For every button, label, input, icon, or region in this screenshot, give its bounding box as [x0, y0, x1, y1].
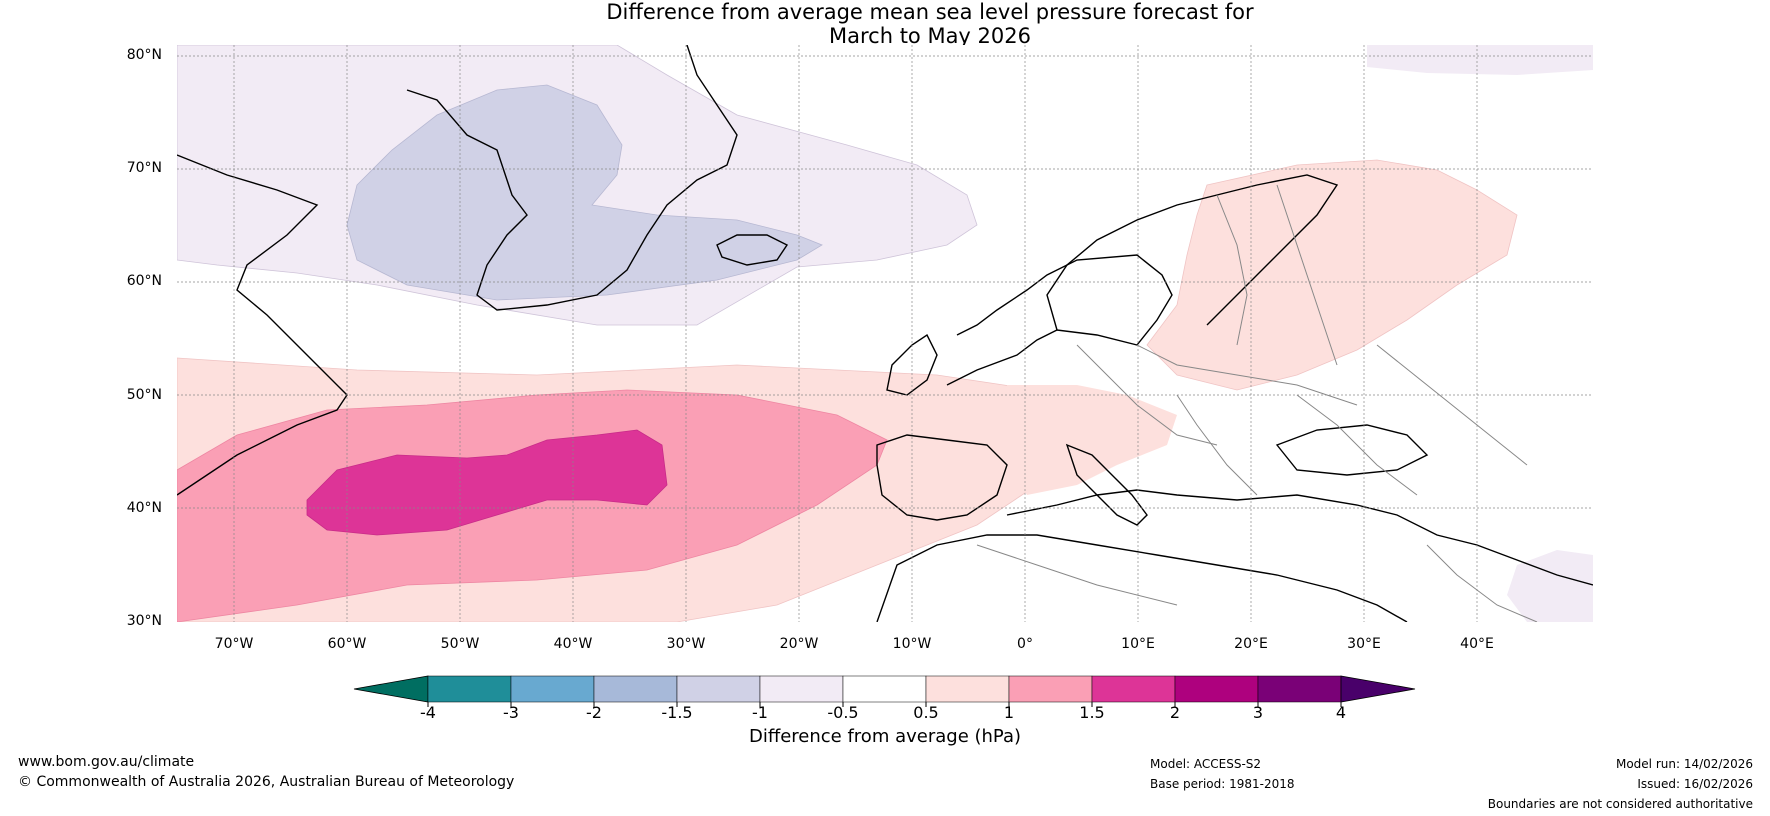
colorbar-label-8: 1.5: [1079, 703, 1105, 722]
footer-copyright: © Commonwealth of Australia 2026, Austra…: [18, 774, 515, 790]
coastline-british-isles: [886, 333, 938, 396]
colorbar-label-6: 0.5: [913, 703, 939, 722]
coastline-black-sea: [1275, 424, 1429, 476]
anomaly-region-positive-light-europe: [1007, 385, 1177, 495]
country-borders: [976, 184, 1538, 622]
colorbar-label-9: 2: [1169, 703, 1181, 722]
colorbar-bin-6: [842, 675, 927, 703]
lon-label-70w: 70°W: [214, 636, 254, 652]
colorbar-bin-1: [427, 675, 512, 703]
colorbar-label-3: -1.5: [661, 703, 693, 722]
coastline-italy: [1065, 443, 1148, 526]
lat-label-80n: 80°N: [126, 47, 162, 63]
colorbar-bin-8: [1008, 675, 1093, 703]
colorbar-label-10: 3: [1252, 703, 1264, 722]
lat-label-40n: 40°N: [126, 500, 162, 516]
colorbar-extend-high: [1340, 675, 1416, 703]
colorbar-label-7: 1: [1003, 703, 1015, 722]
footer-model: Model: ACCESS-S2: [1150, 757, 1262, 771]
coastline-iberia: [876, 434, 1008, 521]
lon-label-30w: 30°W: [666, 636, 706, 652]
colorbar-bin-4: [676, 675, 761, 703]
colorbar-bin-11: [1257, 675, 1342, 703]
lon-label-0: 0°: [1017, 636, 1033, 652]
lon-label-60w: 60°W: [327, 636, 367, 652]
lat-label-70n: 70°N: [126, 160, 162, 176]
lon-label-10w: 10°W: [892, 636, 932, 652]
anomaly-region-positive-strong: [306, 429, 668, 536]
lon-label-20e: 20°E: [1234, 636, 1268, 652]
lat-label-30n: 30°N: [126, 613, 162, 629]
lat-label-60n: 60°N: [126, 273, 162, 289]
footer-base-period: Base period: 1981-2018: [1150, 777, 1295, 791]
colorbar-bin-3: [593, 675, 678, 703]
lon-label-50w: 50°W: [440, 636, 480, 652]
colorbar-bin-9: [1091, 675, 1176, 703]
lon-label-20w: 20°W: [779, 636, 819, 652]
lon-label-30e: 30°E: [1347, 636, 1381, 652]
colorbar-label-4: -1: [752, 703, 768, 722]
map-title: Difference from average mean sea level p…: [0, 0, 1770, 48]
coastline-iceland: [716, 234, 789, 266]
title-line-2: March to May 2026: [829, 24, 1031, 48]
coastline-greenland: [406, 45, 738, 311]
lat-label-50n: 50°N: [126, 387, 162, 403]
colorbar-extend-low: [353, 675, 429, 703]
colorbar-label-1: -3: [503, 703, 519, 722]
colorbar-title: Difference from average (hPa): [748, 726, 1022, 747]
anomaly-region-negative-light-se: [1507, 550, 1593, 622]
colorbar-bin-5: [759, 675, 844, 703]
pressure-anomaly-map: [177, 45, 1593, 622]
anomaly-region-positive: [177, 389, 888, 622]
coastlines: [177, 45, 1593, 622]
coastline-africa: [876, 534, 1408, 622]
lon-label-10e: 10°E: [1121, 636, 1155, 652]
coastline-europe: [946, 254, 1173, 386]
footer-issued: Issued: 16/02/2026: [1637, 777, 1753, 791]
colorbar-label-0: -4: [420, 703, 436, 722]
colorbar-label-5: -0.5: [827, 703, 859, 722]
coastline-mediterranean: [1006, 489, 1593, 586]
colorbar-label-2: -2: [586, 703, 602, 722]
coastline-north-america: [177, 154, 348, 496]
colorbar-bin-2: [510, 675, 595, 703]
lon-label-40e: 40°E: [1460, 636, 1494, 652]
colorbar-bin-10: [1174, 675, 1259, 703]
gridlines: [177, 45, 1593, 622]
footer-website[interactable]: www.bom.gov.au/climate: [18, 754, 195, 770]
coastline-scandinavia: [1046, 174, 1339, 331]
anomaly-region-negative: [346, 84, 823, 301]
lon-label-40w: 40°W: [553, 636, 593, 652]
title-line-1: Difference from average mean sea level p…: [606, 0, 1254, 24]
footer-disclaimer: Boundaries are not considered authoritat…: [1487, 797, 1753, 811]
colorbar-bin-7: [925, 675, 1010, 703]
colorbar-label-11: 4: [1335, 703, 1347, 722]
footer-model-run: Model run: 14/02/2026: [1615, 757, 1753, 771]
anomaly-region-negative-light-ne: [1367, 45, 1593, 75]
